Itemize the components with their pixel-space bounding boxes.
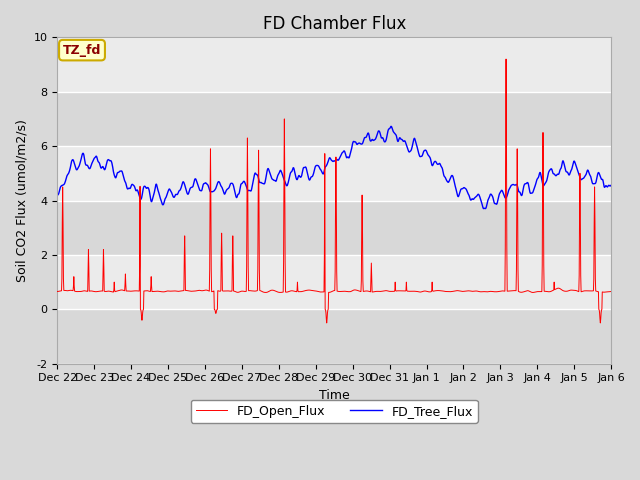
- FD_Open_Flux: [493, 289, 500, 295]
- FD_Open_Flux: [542, 288, 550, 294]
- FD_Tree_Flux: [420, 148, 428, 154]
- Bar: [57, 201, 611, 255]
- Bar: [57, 92, 611, 146]
- FD_Open_Flux: [239, 288, 246, 294]
- FD_Open_Flux: [607, 288, 615, 294]
- FD_Tree_Flux: [163, 192, 171, 198]
- FD_Open_Flux: [420, 288, 428, 294]
- FD_Tree_Flux: [607, 182, 615, 188]
- FD_Open_Flux: [177, 288, 184, 294]
- Line: FD_Open_Flux: FD_Open_Flux: [57, 59, 611, 323]
- Line: FD_Tree_Flux: FD_Tree_Flux: [57, 126, 611, 209]
- Y-axis label: Soil CO2 Flux (umol/m2/s): Soil CO2 Flux (umol/m2/s): [15, 119, 28, 282]
- Bar: [57, 255, 611, 309]
- Text: TZ_fd: TZ_fd: [63, 44, 101, 57]
- X-axis label: Time: Time: [319, 389, 349, 402]
- Legend: FD_Open_Flux, FD_Tree_Flux: FD_Open_Flux, FD_Tree_Flux: [191, 400, 478, 423]
- Bar: [57, 309, 611, 364]
- FD_Tree_Flux: [493, 200, 501, 206]
- Bar: [57, 37, 611, 92]
- FD_Open_Flux: [323, 320, 330, 326]
- FD_Open_Flux: [163, 288, 171, 294]
- Title: FD Chamber Flux: FD Chamber Flux: [262, 15, 406, 33]
- FD_Tree_Flux: [387, 123, 395, 129]
- FD_Tree_Flux: [239, 180, 246, 186]
- FD_Tree_Flux: [542, 179, 550, 185]
- FD_Tree_Flux: [177, 187, 184, 192]
- FD_Open_Flux: [53, 288, 61, 294]
- FD_Tree_Flux: [53, 192, 61, 198]
- FD_Tree_Flux: [480, 206, 488, 212]
- Bar: [57, 146, 611, 201]
- FD_Open_Flux: [502, 56, 510, 62]
